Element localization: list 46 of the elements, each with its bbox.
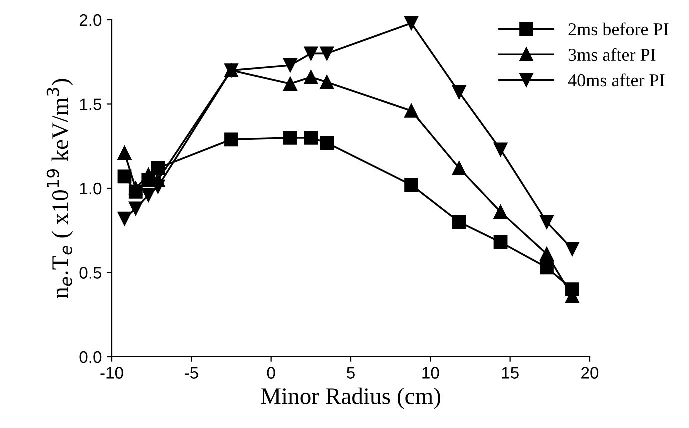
point: [224, 132, 238, 147]
x-tick-label: 10: [422, 367, 440, 379]
point: [452, 215, 466, 230]
point: [540, 247, 554, 262]
point: [320, 136, 334, 150]
point: [284, 131, 298, 145]
x-tick-label: 20: [582, 367, 599, 379]
point: [540, 215, 554, 230]
y-tick-label: 0.5: [80, 267, 102, 279]
point: [284, 77, 298, 91]
legend-label: 3ms after PI: [568, 48, 656, 62]
point: [566, 242, 580, 256]
point: [284, 58, 298, 72]
point: [452, 86, 466, 100]
point: [128, 182, 143, 196]
x-tick-label: -5: [184, 367, 198, 379]
legend-label: 2ms before PI: [568, 22, 669, 36]
x-tick-label: -10: [100, 367, 124, 379]
point: [494, 235, 508, 250]
point: [118, 212, 132, 226]
x-axis-title: Minor Radius (cm): [261, 388, 440, 410]
y-tick-label: 2.0: [80, 14, 102, 26]
point: [320, 46, 334, 61]
y-tick-label: 1.5: [80, 98, 102, 110]
y-tick-label: 1.0: [80, 182, 102, 195]
text: n$_{e}$.T$_{e}$ ( x10$^{19}$ keV/m$^{3}$): [46, 79, 74, 298]
point: [320, 75, 334, 90]
point: [118, 170, 132, 184]
point: [118, 146, 132, 160]
x-tick-label: 15: [502, 367, 519, 379]
point: [304, 131, 318, 145]
point: [304, 46, 318, 61]
point: [128, 202, 143, 216]
point: [494, 142, 508, 157]
point: [404, 178, 418, 192]
legend-label: 40ms after PI: [568, 74, 665, 87]
y-tick-label: 0.0: [80, 351, 102, 364]
point: [452, 161, 466, 176]
point: [142, 188, 156, 202]
point: [404, 16, 418, 30]
point: [304, 70, 318, 84]
point: [404, 104, 418, 118]
point: [494, 205, 508, 220]
x-tick-label: 0: [267, 367, 276, 379]
x-tick-label: 5: [347, 367, 355, 379]
point: [540, 260, 554, 275]
